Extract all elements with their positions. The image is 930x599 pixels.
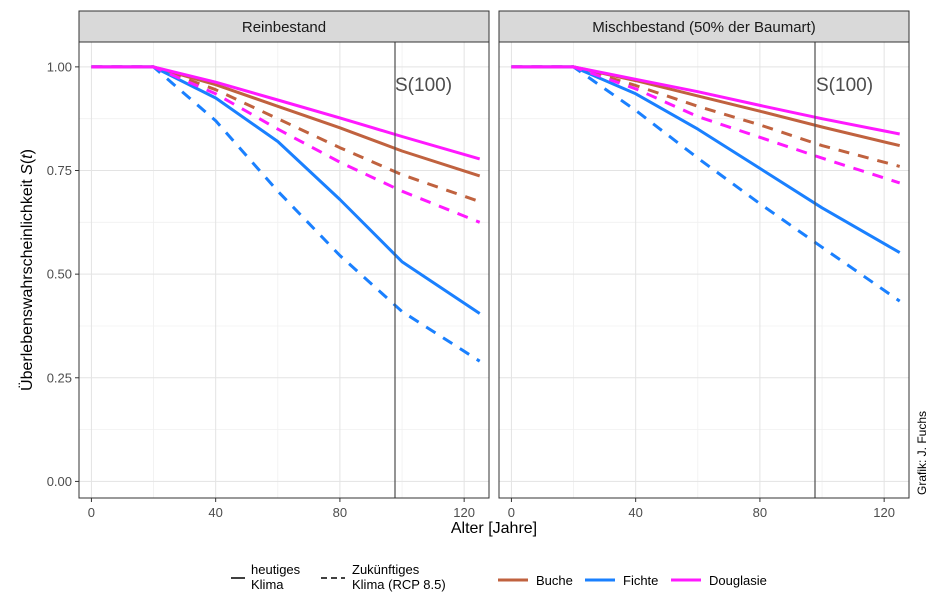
x-ticks-mischbestand: 0 40 80 120 <box>508 498 895 520</box>
legend-label-douglasie: Douglasie <box>709 573 767 588</box>
legend-label-zukuenftig-1: Zukünftiges <box>352 562 420 577</box>
plot-area-reinbestand <box>79 42 489 498</box>
x-tick-label: 40 <box>208 505 222 520</box>
grid-mischbestand <box>499 42 909 498</box>
series-line-douglasie-future <box>511 65 901 185</box>
y-tick-label: 1.00 <box>47 59 72 74</box>
y-axis-title: Überlebenswahrscheinlichkeit S(t) <box>18 149 36 391</box>
x-tick-label: 120 <box>873 505 895 520</box>
series-lines-reinbestand <box>91 65 481 363</box>
y-axis-title-var: t <box>19 154 36 159</box>
x-tick-label: 120 <box>453 505 475 520</box>
strip-title-reinbestand: Reinbestand <box>242 19 326 36</box>
x-tick-label: 80 <box>753 505 767 520</box>
x-axis-title: Alter [Jahre] <box>451 520 537 537</box>
strip-reinbestand <box>78 10 490 43</box>
series-lines-mischbestand <box>511 65 901 303</box>
legend-label-zukuenftig-2: Klima (RCP 8.5) <box>352 577 446 592</box>
y-axis-title-close: ) <box>19 149 36 154</box>
annotation-s100-mischbestand: S(100) <box>816 75 873 96</box>
strip-title-mischbestand: Mischbestand (50% der Baumart) <box>592 19 815 36</box>
y-tick-label: 0.50 <box>47 267 72 282</box>
legend: heutiges Klima Zukünftiges Klima (RCP 8.… <box>231 562 767 592</box>
panel-mischbestand: Mischbestand (50% der Baumart) S(100) 0 4… <box>498 10 910 520</box>
x-tick-label: 40 <box>628 505 642 520</box>
strip-mischbestand <box>498 10 910 43</box>
y-axis-title-symbol: S <box>19 164 36 175</box>
legend-label-fichte: Fichte <box>623 573 658 588</box>
panel-border-mischbestand <box>498 41 910 499</box>
y-axis-title-paren: ( <box>19 158 36 164</box>
annotation-s100-reinbestand: S(100) <box>395 75 452 96</box>
y-axis-ticks: 0.00 0.25 0.50 0.75 1.00 <box>47 59 79 489</box>
credit-text: Grafik: J. Fuchs <box>915 411 929 495</box>
x-ticks-reinbestand: 0 40 80 120 <box>88 498 475 520</box>
legend-label-heutiges-1: heutiges <box>251 562 301 577</box>
x-tick-label: 80 <box>333 505 347 520</box>
legend-label-heutiges-2: Klima <box>251 577 284 592</box>
x-tick-label: 0 <box>88 505 95 520</box>
series-line-douglasie-future <box>91 65 481 224</box>
panel-reinbestand: Reinbestand S(100) 0 40 80 120 <box>78 10 490 520</box>
legend-label-buche: Buche <box>536 573 573 588</box>
y-tick-label: 0.75 <box>47 163 72 178</box>
x-tick-label: 0 <box>508 505 515 520</box>
y-axis-title-text: Überlebenswahrscheinlichkeit <box>18 175 36 391</box>
panel-border-reinbestand <box>78 41 490 499</box>
y-tick-label: 0.00 <box>47 474 72 489</box>
y-tick-label: 0.25 <box>47 370 72 385</box>
